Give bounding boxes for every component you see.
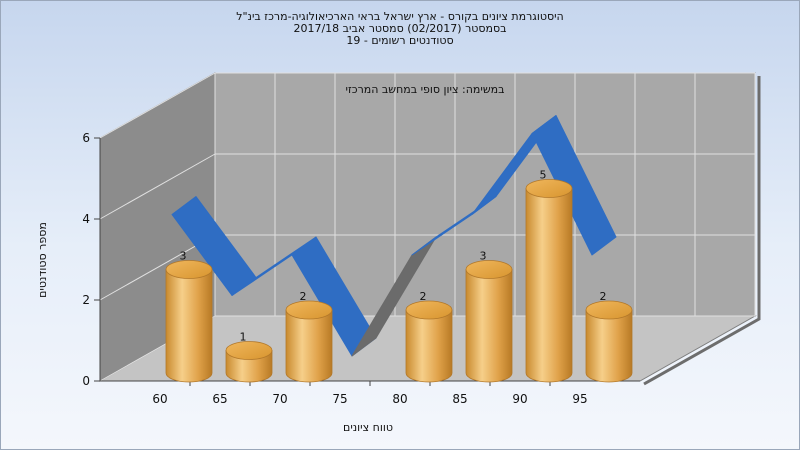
bar	[165, 260, 213, 383]
bar-body	[405, 309, 453, 383]
chart-title: היסטוגרמת ציונים בקורס - ארץ ישראל בראי …	[236, 10, 564, 23]
x-tick-label: 75	[332, 392, 347, 406]
bar-value-label: 3	[180, 250, 187, 263]
wall-shadow	[643, 76, 761, 386]
bar	[405, 300, 453, 383]
bar-body	[525, 188, 573, 383]
bar-value-label: 2	[600, 290, 607, 303]
bar-top	[405, 300, 453, 320]
x-axis-title: טווח ציונים	[343, 421, 393, 434]
y-tick-label: 2	[82, 293, 90, 307]
chart-inner-title: במשימה: ציון סופי במחשב המרכזי	[345, 83, 504, 96]
x-tick-label: 60	[152, 392, 167, 406]
bar-body	[165, 269, 213, 383]
x-tick-label: 80	[392, 392, 407, 406]
grid-line-left	[99, 72, 216, 139]
bar-body	[585, 309, 633, 383]
bar-body	[465, 269, 513, 383]
bar-body	[285, 309, 333, 383]
x-tick-label: 90	[512, 392, 527, 406]
bar-value-label: 1	[240, 331, 247, 344]
bar	[465, 260, 513, 383]
x-tick-label: 70	[272, 392, 287, 406]
bar	[525, 179, 573, 383]
grid-line-left	[99, 153, 216, 220]
bar-value-label: 2	[300, 290, 307, 303]
x-tick-label: 85	[452, 392, 467, 406]
bar-value-label: 2	[420, 290, 427, 303]
y-axis-title: מספר סטודנטים	[36, 222, 49, 298]
bar-value-label: 5	[540, 169, 547, 182]
chart-subtitle-semester: בסמסטר (02/2017) סמסטר אביב 2017/18	[293, 22, 507, 35]
bar-top	[165, 260, 213, 279]
y-tick-label: 0	[82, 374, 90, 388]
y-tick-label: 4	[82, 212, 90, 226]
bar	[285, 300, 333, 383]
bar	[225, 341, 273, 383]
x-tick-label: 95	[572, 392, 587, 406]
bar-top	[285, 300, 333, 320]
bar	[585, 300, 633, 383]
bar-top	[225, 341, 273, 360]
bar-top	[585, 300, 633, 320]
bar-value-label: 3	[480, 250, 487, 263]
bar-top	[525, 179, 573, 198]
x-tick-label: 65	[212, 392, 227, 406]
y-tick-label: 6	[82, 131, 90, 145]
chart-subtitle-students: סטודנטים רשומים - 19	[346, 34, 454, 47]
bar-top	[465, 260, 513, 279]
